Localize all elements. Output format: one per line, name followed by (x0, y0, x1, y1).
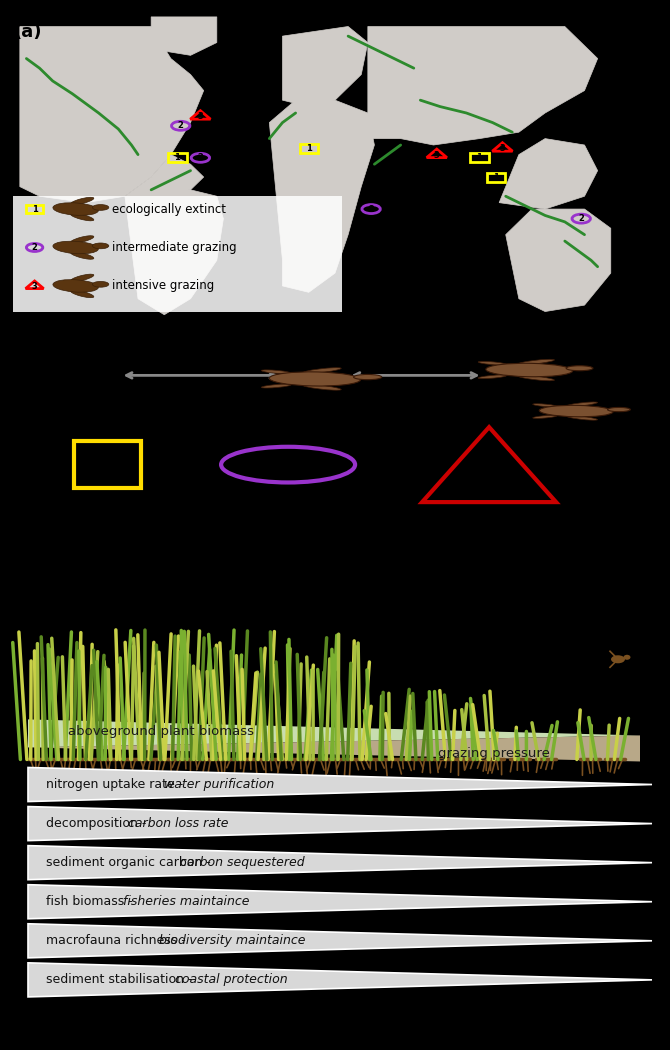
Bar (26, 205, 43, 213)
Polygon shape (283, 26, 368, 107)
Ellipse shape (303, 368, 341, 374)
Polygon shape (20, 26, 204, 203)
Text: 2: 2 (31, 243, 38, 252)
Text: 1: 1 (31, 205, 38, 213)
Ellipse shape (566, 402, 598, 406)
Text: grazing pressure: grazing pressure (438, 747, 550, 760)
Polygon shape (28, 963, 652, 996)
Text: fisheries maintaince: fisheries maintaince (123, 896, 250, 908)
Polygon shape (28, 845, 652, 880)
Ellipse shape (566, 365, 593, 371)
Text: 1: 1 (493, 172, 498, 182)
Polygon shape (125, 177, 223, 315)
Text: fish biomass -: fish biomass - (46, 896, 137, 908)
Ellipse shape (624, 655, 630, 659)
Text: water purification: water purification (164, 778, 275, 791)
Text: ecologically extinct: ecologically extinct (112, 203, 226, 215)
Bar (486, 172, 505, 182)
Text: 1: 1 (306, 144, 312, 152)
Ellipse shape (478, 361, 507, 365)
Text: nitrogen uptake rate -: nitrogen uptake rate - (46, 778, 187, 791)
Text: intermediate grazing: intermediate grazing (112, 242, 237, 254)
Text: sediment organic carbon -: sediment organic carbon - (46, 856, 215, 869)
Ellipse shape (92, 281, 109, 288)
Ellipse shape (533, 415, 557, 418)
Bar (13, 196, 342, 312)
Polygon shape (368, 26, 598, 145)
Polygon shape (506, 209, 611, 312)
Ellipse shape (533, 404, 557, 407)
Text: aboveground plant biomass: aboveground plant biomass (68, 724, 254, 738)
Ellipse shape (261, 370, 291, 374)
Text: carbon loss rate: carbon loss rate (129, 817, 229, 831)
Text: 2: 2 (178, 122, 184, 130)
Ellipse shape (70, 274, 94, 281)
Ellipse shape (478, 375, 507, 379)
Text: 3: 3 (198, 112, 203, 121)
Polygon shape (28, 719, 640, 748)
Ellipse shape (70, 290, 94, 297)
Ellipse shape (608, 407, 630, 412)
Polygon shape (28, 924, 652, 958)
Polygon shape (151, 154, 204, 190)
Text: macrofauna richness -: macrofauna richness - (46, 934, 190, 947)
Text: 1: 1 (476, 153, 482, 163)
Ellipse shape (518, 359, 554, 364)
Ellipse shape (70, 197, 94, 205)
Ellipse shape (354, 375, 382, 380)
Text: 1: 1 (174, 153, 180, 163)
Text: intensive grazing: intensive grazing (112, 279, 214, 292)
Polygon shape (499, 139, 598, 209)
Polygon shape (28, 806, 652, 841)
Polygon shape (28, 885, 652, 919)
Polygon shape (269, 100, 375, 292)
Ellipse shape (92, 243, 109, 249)
Text: 2: 2 (578, 214, 584, 224)
Ellipse shape (486, 363, 573, 377)
Ellipse shape (53, 242, 98, 254)
Text: (a): (a) (13, 23, 42, 41)
Text: carbon sequestered: carbon sequestered (180, 856, 305, 869)
Text: coastal protection: coastal protection (175, 973, 287, 986)
Text: 3: 3 (500, 144, 505, 153)
Ellipse shape (269, 372, 360, 386)
Text: 3: 3 (434, 150, 440, 160)
Ellipse shape (70, 236, 94, 244)
Ellipse shape (53, 203, 98, 215)
Ellipse shape (70, 213, 94, 220)
Polygon shape (28, 768, 652, 801)
Ellipse shape (92, 205, 109, 210)
Ellipse shape (611, 655, 625, 664)
Bar (74, 441, 141, 488)
Text: decomposition -: decomposition - (46, 817, 150, 831)
Text: 3: 3 (31, 281, 38, 291)
Text: sediment stabilisation -: sediment stabilisation - (46, 973, 196, 986)
Bar (470, 153, 488, 163)
Bar (299, 144, 318, 152)
Ellipse shape (566, 416, 598, 420)
Ellipse shape (518, 375, 554, 381)
Ellipse shape (70, 252, 94, 259)
Text: biodiversity maintaince: biodiversity maintaince (159, 934, 306, 947)
Polygon shape (151, 17, 217, 56)
Ellipse shape (303, 384, 341, 391)
Ellipse shape (53, 279, 98, 292)
Ellipse shape (261, 384, 291, 388)
Bar (168, 153, 187, 163)
Text: 2: 2 (198, 153, 203, 163)
Ellipse shape (539, 405, 613, 417)
Text: 2: 2 (369, 205, 374, 213)
Polygon shape (28, 735, 640, 761)
